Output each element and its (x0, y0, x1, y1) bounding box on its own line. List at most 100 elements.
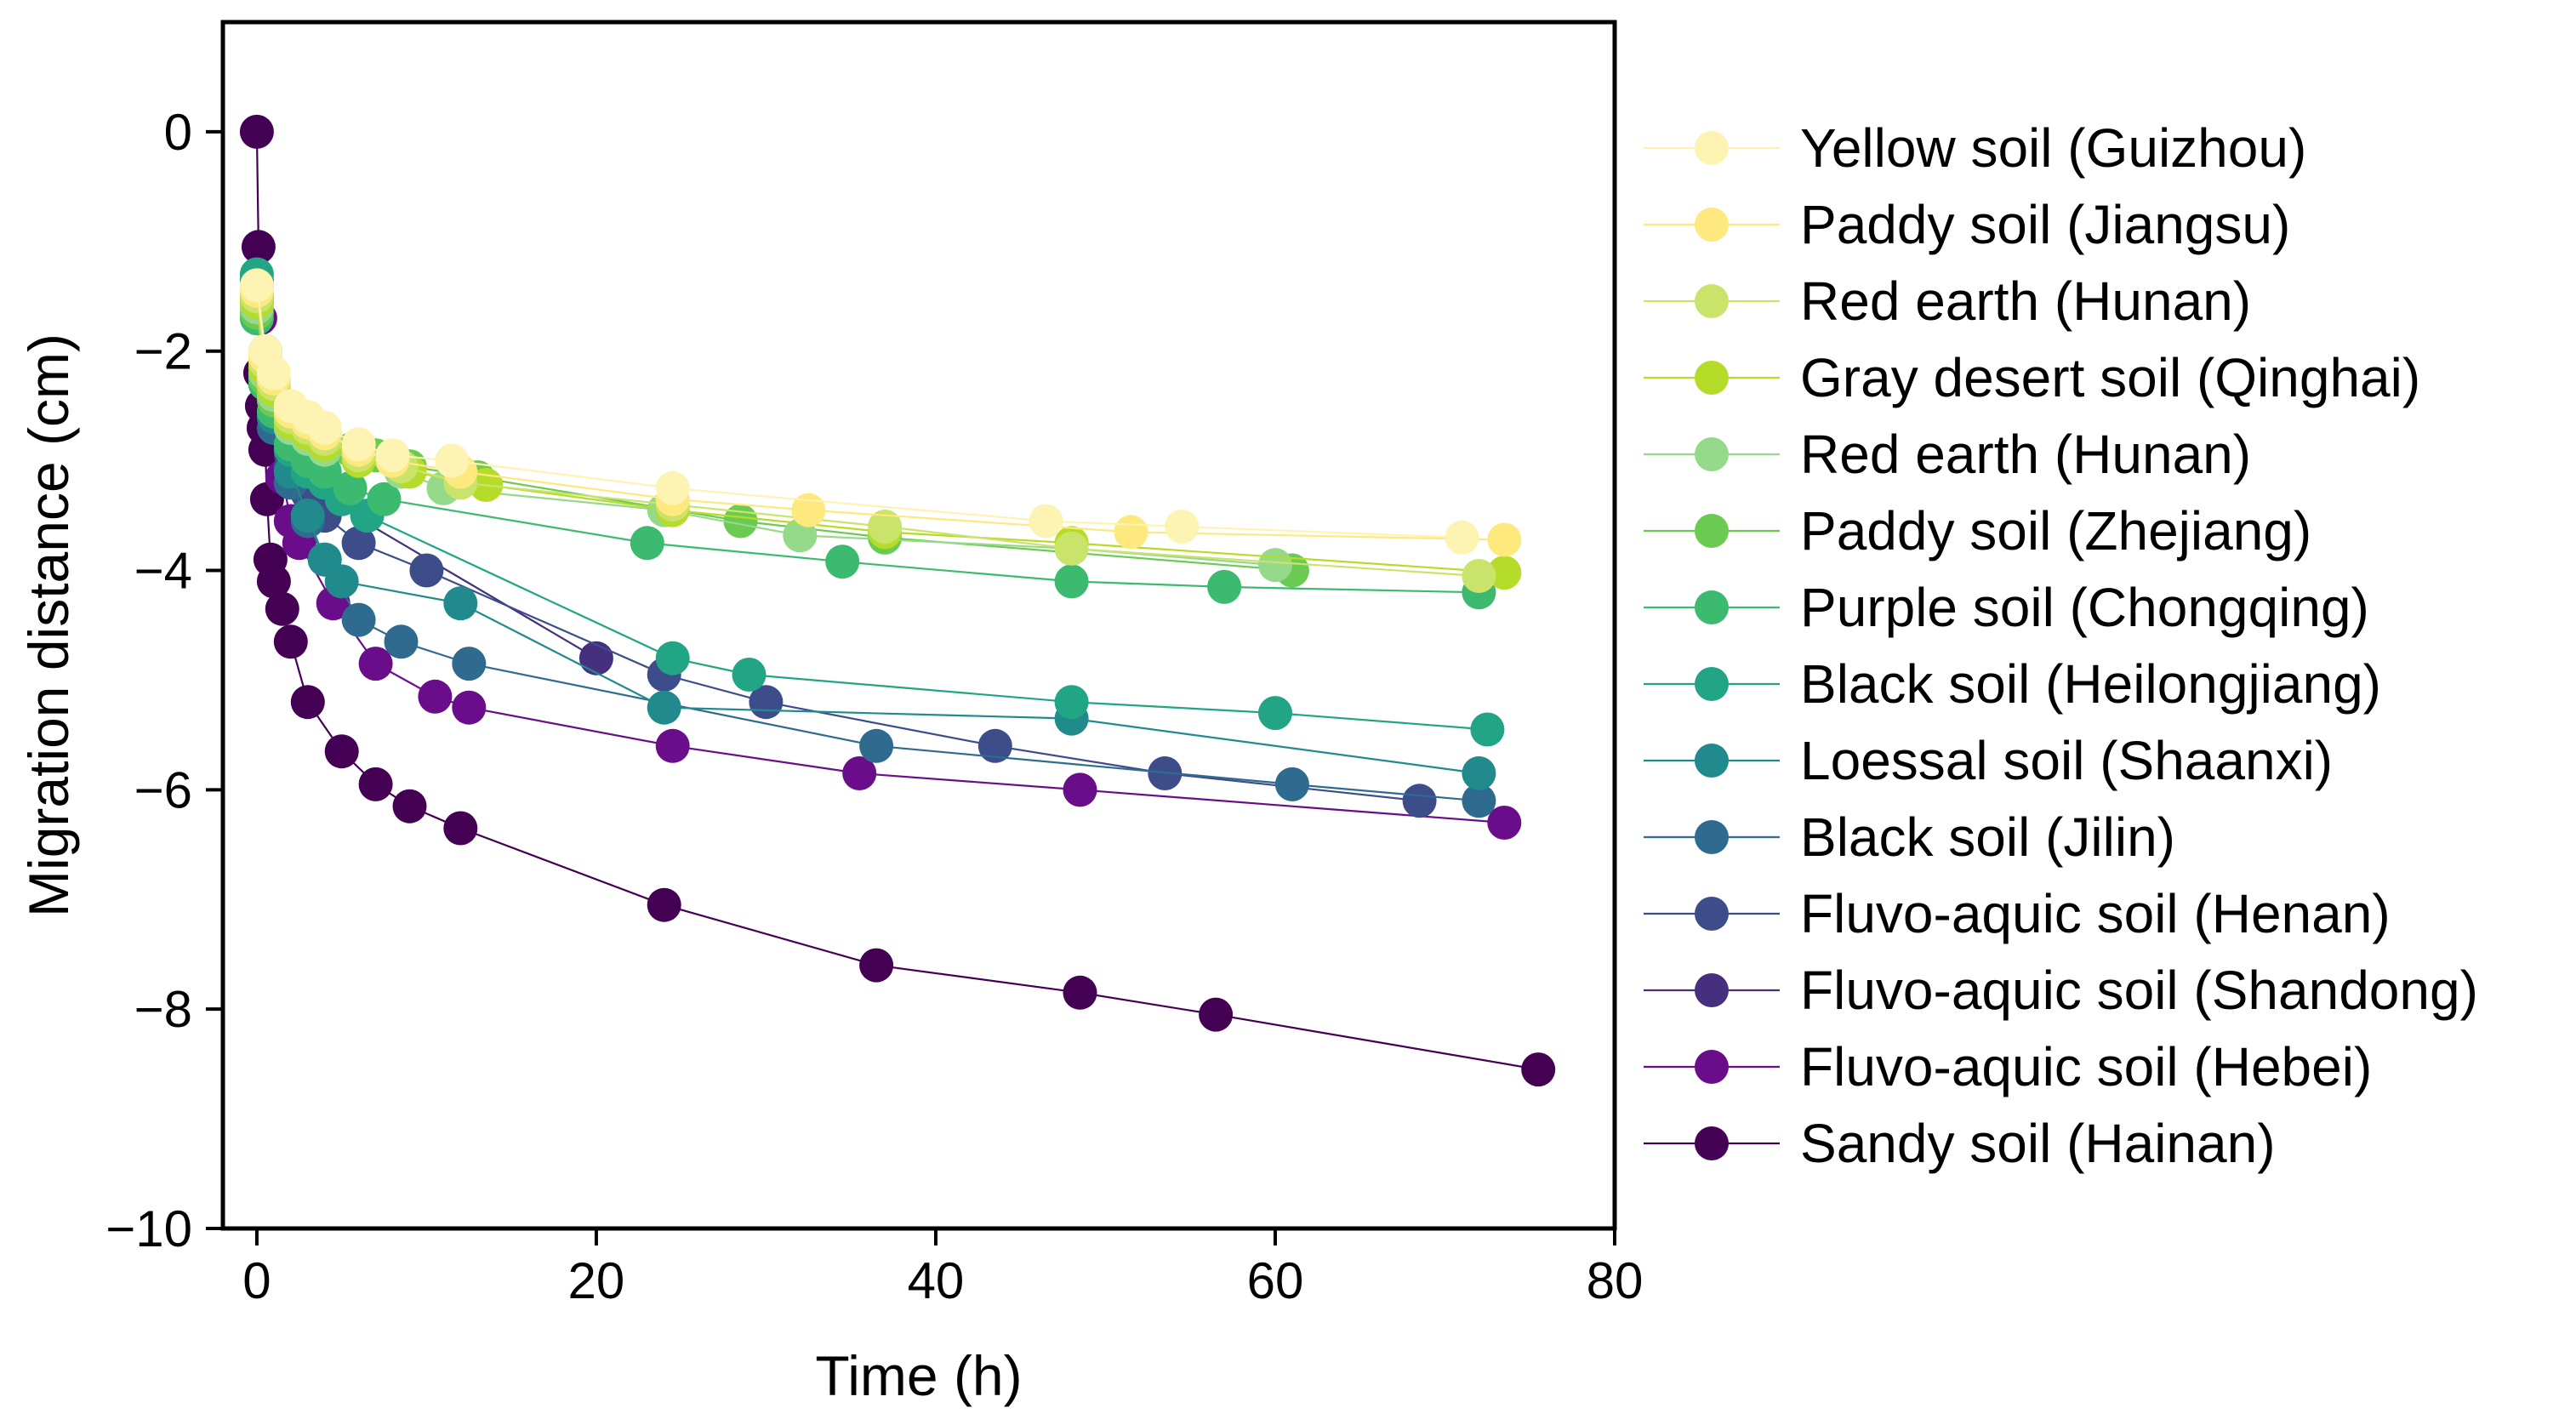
legend-label: Paddy soil (Zhejiang) (1800, 500, 2311, 561)
legend-label: Yellow soil (Guizhou) (1800, 117, 2306, 179)
data-point (443, 586, 478, 621)
y-axis-label: Migration distance (cm) (17, 333, 80, 917)
legend-label: Sandy soil (Hainan) (1800, 1113, 2276, 1174)
data-point (1445, 520, 1479, 555)
x-tick-label: 60 (1247, 1252, 1304, 1309)
data-point (392, 789, 427, 824)
legend-label: Red earth (Hunan) (1800, 424, 2251, 485)
data-point (1063, 772, 1097, 807)
data-point (265, 591, 299, 626)
legend-marker (1695, 131, 1729, 165)
legend-marker (1695, 208, 1729, 242)
data-point (384, 624, 419, 659)
legend-label: Purple soil (Chongqing) (1800, 577, 2369, 638)
legend-item: Fluvo-aquic soil (Henan) (1644, 883, 2391, 944)
legend-marker (1695, 667, 1729, 701)
data-point (1029, 504, 1063, 539)
data-point (239, 114, 274, 149)
legend-item: Loessal soil (Shaanxi) (1644, 730, 2333, 791)
data-point (647, 887, 681, 922)
data-point (307, 411, 342, 445)
data-point (1274, 767, 1309, 801)
legend-marker (1695, 514, 1729, 548)
legend-marker (1695, 437, 1729, 471)
series-13 (239, 114, 1556, 1087)
data-point (859, 948, 894, 983)
legend-item: Red earth (Hunan) (1644, 424, 2251, 485)
data-point (578, 641, 613, 675)
legend-item: Black soil (Heilongjiang) (1644, 653, 2381, 715)
legend-marker (1695, 897, 1729, 931)
data-point (358, 647, 393, 681)
data-point (655, 470, 690, 505)
legend-marker (1695, 361, 1729, 395)
plot-frame (220, 20, 1617, 1231)
data-point (842, 756, 877, 790)
legend-label: Paddy soil (Jiangsu) (1800, 194, 2290, 255)
x-tick-label: 80 (1587, 1252, 1644, 1309)
legend-item: Red earth (Hunan) (1644, 271, 2251, 332)
data-point (1462, 559, 1496, 593)
legend-label: Red earth (Hunan) (1800, 271, 2251, 332)
data-point (732, 658, 767, 692)
series-line-2 (255, 296, 1479, 578)
data-point (341, 526, 376, 561)
series-0 (239, 268, 1479, 555)
data-point (409, 553, 444, 588)
series-1 (239, 273, 1522, 557)
legend-item: Sandy soil (Hainan) (1644, 1113, 2276, 1174)
data-point (256, 356, 291, 390)
legend-item: Fluvo-aquic soil (Hebei) (1644, 1036, 2372, 1097)
legend-item: Black soil (Jilin) (1644, 807, 2175, 868)
data-point (655, 641, 690, 675)
data-point (791, 493, 826, 527)
data-point (443, 811, 478, 846)
data-point (1470, 712, 1505, 747)
legend-marker (1695, 820, 1729, 854)
legend-item: Purple soil (Chongqing) (1644, 577, 2369, 638)
x-tick-label: 0 (242, 1252, 271, 1309)
data-point (977, 728, 1012, 763)
legend-marker (1695, 284, 1729, 318)
legend-label: Fluvo-aquic soil (Henan) (1800, 883, 2391, 944)
y-tick-label: −8 (134, 981, 192, 1038)
data-point (333, 470, 368, 505)
data-point (367, 482, 402, 516)
data-point (1487, 806, 1522, 840)
data-point (859, 728, 894, 763)
data-point (1054, 531, 1089, 566)
legend-label: Black soil (Jilin) (1800, 807, 2175, 868)
data-point (241, 230, 276, 265)
data-point (1258, 696, 1292, 731)
data-point (868, 510, 903, 544)
data-point (341, 602, 376, 637)
axes-layer: 0 20 40 60 80 0 −2 −4 −6 −8 −10 Time (h) Migration d… (17, 104, 1643, 1407)
data-point (1165, 510, 1200, 544)
data-point (341, 427, 376, 462)
data-point (1063, 975, 1097, 1010)
data-point (1462, 784, 1496, 818)
data-point (1258, 548, 1292, 583)
data-point (324, 564, 359, 599)
y-tick-label: −6 (134, 761, 192, 818)
series-3 (239, 284, 1522, 590)
data-point (647, 690, 681, 725)
data-point (324, 734, 359, 769)
legend-item: Gray desert soil (Qinghai) (1644, 347, 2420, 408)
legend-marker (1695, 973, 1729, 1007)
data-point (723, 504, 758, 539)
x-tick-label: 20 (568, 1252, 625, 1309)
data-point (452, 690, 487, 725)
data-point (655, 728, 690, 763)
x-axis-label: Time (h) (815, 1344, 1022, 1407)
data-point (375, 438, 410, 473)
data-point (1487, 556, 1522, 590)
data-point (825, 544, 860, 579)
data-point (1521, 1052, 1556, 1087)
data-point (1487, 522, 1522, 557)
legend-label: Fluvo-aquic soil (Hebei) (1800, 1036, 2372, 1097)
data-point (358, 767, 393, 801)
data-point (256, 564, 291, 599)
